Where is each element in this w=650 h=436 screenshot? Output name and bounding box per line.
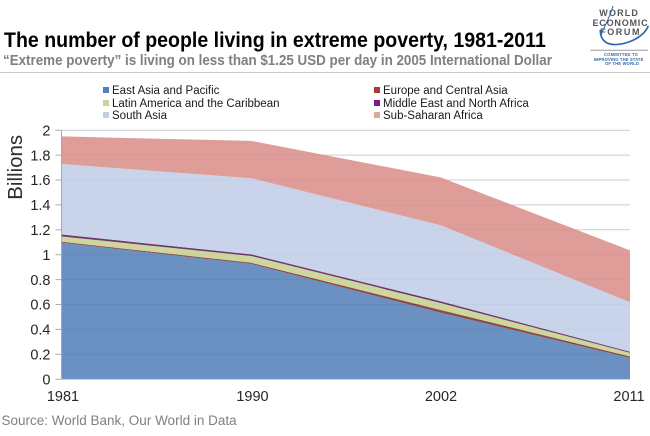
svg-text:0.4: 0.4 bbox=[30, 323, 50, 339]
svg-text:1: 1 bbox=[42, 248, 50, 264]
svg-text:0.8: 0.8 bbox=[30, 273, 50, 289]
svg-text:1981: 1981 bbox=[47, 389, 79, 405]
svg-text:1.6: 1.6 bbox=[30, 173, 50, 189]
svg-text:1.4: 1.4 bbox=[30, 198, 50, 214]
svg-text:2011: 2011 bbox=[613, 389, 644, 405]
svg-text:Billions: Billions bbox=[4, 135, 27, 200]
svg-text:1.2: 1.2 bbox=[30, 223, 50, 239]
svg-text:0.6: 0.6 bbox=[30, 298, 50, 314]
svg-text:0.2: 0.2 bbox=[30, 348, 50, 364]
svg-text:1.8: 1.8 bbox=[30, 148, 50, 164]
svg-text:2: 2 bbox=[42, 123, 50, 139]
svg-text:2002: 2002 bbox=[425, 389, 457, 405]
svg-text:1990: 1990 bbox=[236, 389, 268, 405]
svg-text:0: 0 bbox=[42, 373, 50, 389]
